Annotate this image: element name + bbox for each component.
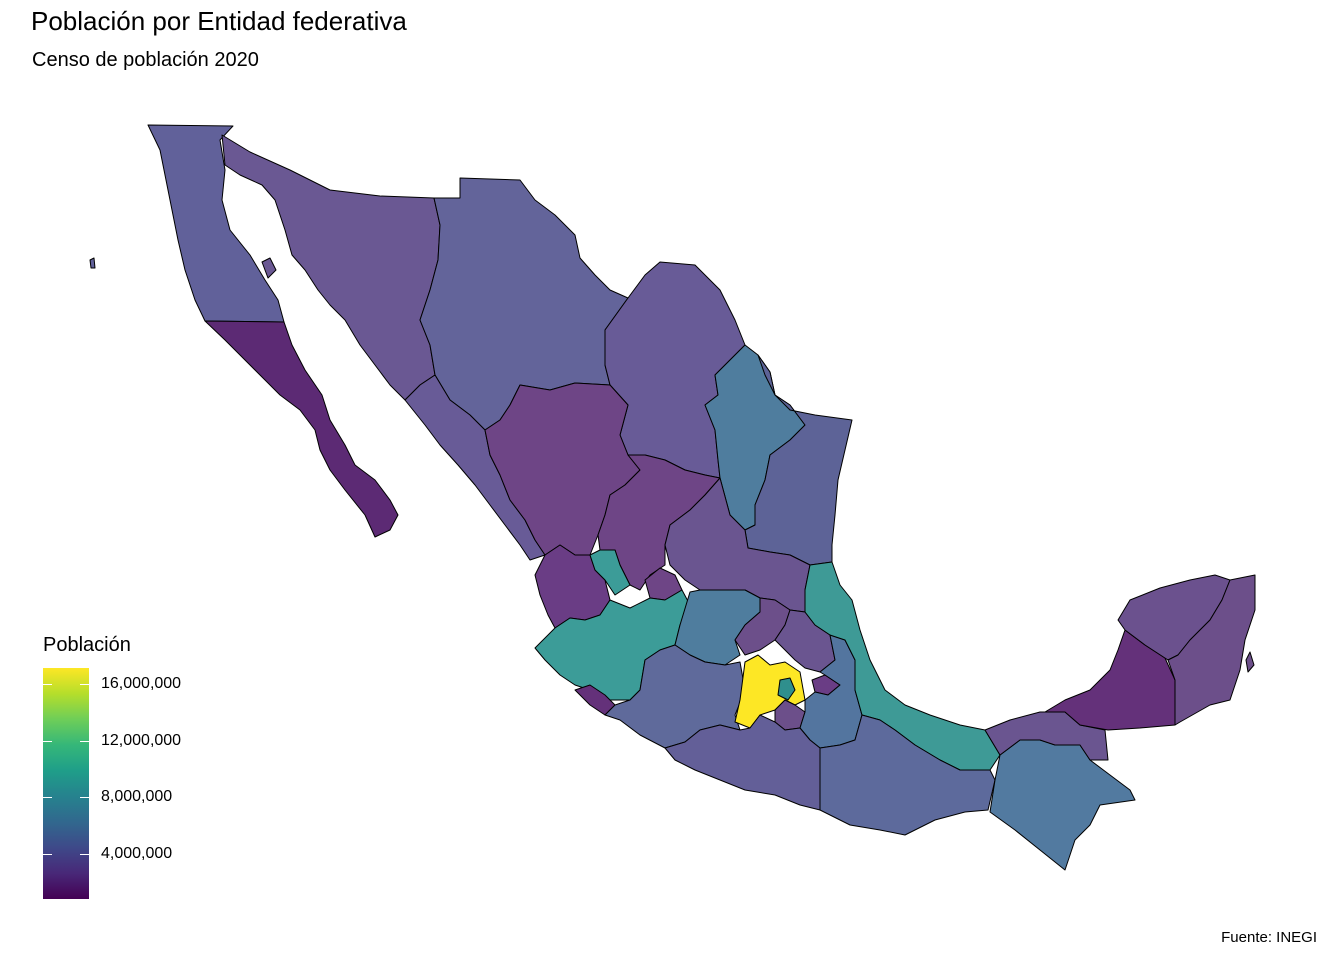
- legend-label-4m: 4,000,000: [101, 845, 173, 862]
- state-jalisco-north: [589, 549, 631, 596]
- legend-label-12m: 12,000,000: [101, 732, 182, 749]
- source-caption: Fuente: INEGI: [1221, 929, 1317, 946]
- state-queretaro: [734, 597, 791, 656]
- state-tabasco: [984, 711, 1109, 761]
- state-baja-california: [147, 124, 285, 323]
- state-zacatecas: [597, 454, 721, 591]
- legend-tick-right: [80, 797, 89, 798]
- state-quintana-roo: [1167, 574, 1256, 726]
- map-title: Población por Entidad federativa: [31, 6, 407, 36]
- island-cozumel: [1245, 651, 1255, 673]
- legend-tick-left: [43, 854, 52, 855]
- legend-tick-left: [43, 797, 52, 798]
- legend-tick-right: [80, 854, 89, 855]
- legend-label-16m: 16,000,000: [101, 675, 182, 692]
- legend-colorbar: [43, 668, 89, 899]
- state-guerrero: [664, 714, 821, 811]
- legend-tick-left: [43, 741, 52, 742]
- state-cdmx: [777, 677, 796, 701]
- state-sonora: [221, 134, 441, 401]
- map-subtitle: Censo de población 2020: [32, 49, 259, 71]
- state-baja-california-sur: [204, 320, 399, 538]
- state-chiapas: [989, 739, 1136, 871]
- legend-tick-right: [80, 684, 89, 685]
- legend-label-8m: 8,000,000: [101, 788, 173, 805]
- island-tiburon: [261, 257, 277, 279]
- legend-title: Población: [43, 634, 131, 656]
- legend-tick-left: [43, 684, 52, 685]
- legend-tick-right: [80, 741, 89, 742]
- island-guadalupe: [89, 257, 96, 269]
